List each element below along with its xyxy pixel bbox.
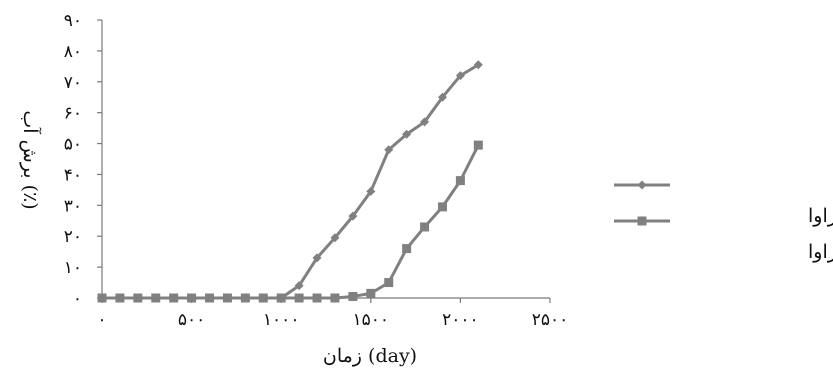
legend-marker-diamond [637, 180, 647, 190]
data-point-square [240, 293, 250, 303]
data-point-square [384, 278, 394, 288]
x-axis-title: زمان (day) [323, 345, 417, 367]
data-point-diamond [455, 71, 465, 81]
series-layer [97, 60, 483, 303]
data-point-square [276, 293, 286, 303]
y-tick-label: ۲۰ [64, 227, 82, 247]
data-point-square [115, 293, 125, 303]
y-tick-label: ۰ [73, 289, 82, 309]
legend-item: بدون لایه ناتراوا [614, 180, 833, 227]
data-point-square [402, 244, 412, 254]
data-point-diamond [437, 92, 447, 102]
series-2 [97, 140, 483, 303]
data-point-diamond [330, 233, 340, 243]
data-point-diamond [384, 145, 394, 155]
data-point-diamond [420, 117, 430, 127]
series-line [102, 144, 480, 300]
x-tick-label: ۵۰۰ [178, 310, 205, 330]
data-point-square [437, 202, 447, 212]
data-point-diamond [348, 211, 358, 221]
data-point-diamond [366, 186, 376, 196]
y-tick-label: ۶۰ [64, 104, 82, 124]
data-point-square [455, 176, 465, 186]
y-tick-label: ۱۰ [64, 258, 82, 278]
x-ticks: ۰ ۵۰۰ ۱۰۰۰ ۱۵۰۰ ۲۰۰۰ ۲۵۰۰ [97, 298, 568, 330]
y-tick-label: ۴۰ [64, 165, 82, 185]
x-tick-label: ۲۵۰۰ [532, 310, 569, 330]
legend-label: بدون لایه ناتراوا [808, 205, 833, 227]
legend-label: با لایه ناتراوا [808, 241, 833, 263]
data-point-diamond [473, 60, 483, 70]
legend-marker-square [637, 216, 647, 226]
y-tick-label: ۵۰ [64, 135, 82, 155]
y-tick-label: ۷۰ [64, 73, 82, 93]
data-point-square [222, 293, 232, 303]
series-1 [97, 60, 483, 303]
y-tick-label: ۹۰ [64, 11, 82, 31]
data-point-square [258, 293, 268, 303]
x-tick-label: ۰ [97, 310, 106, 330]
axes: ۰ ۵۰۰ ۱۰۰۰ ۱۵۰۰ ۲۰۰۰ ۲۵۰۰ ۰ ۱۰ ۲۰ ۳۰ ۴۰ ۵۰ ۶۰ ۷۰ ۸۰ ۹۰ [64, 11, 569, 330]
data-point-square [312, 293, 322, 303]
data-point-square [97, 293, 107, 303]
legend: بدون لایه ناتراوا با لایه ناتراوا [614, 180, 833, 263]
data-point-square [366, 288, 376, 298]
y-axis-title: برش آب (٪) [19, 110, 42, 209]
data-point-square [473, 140, 483, 150]
data-point-square [330, 293, 340, 303]
data-point-square [348, 291, 358, 301]
data-point-square [294, 293, 304, 303]
series-line [102, 63, 480, 300]
data-point-diamond [312, 253, 322, 263]
y-ticks: ۰ ۱۰ ۲۰ ۳۰ ۴۰ ۵۰ ۶۰ ۷۰ ۸۰ ۹۰ [64, 11, 102, 309]
data-point-square [420, 222, 430, 232]
data-point-diamond [402, 129, 412, 139]
data-point-square [205, 293, 215, 303]
legend-item: با لایه ناتراوا [614, 216, 833, 263]
x-tick-label: ۲۰۰۰ [442, 310, 479, 330]
x-tick-label: ۱۵۰۰ [353, 310, 390, 330]
data-point-square [133, 293, 143, 303]
y-tick-label: ۸۰ [64, 42, 82, 62]
data-point-square [187, 293, 197, 303]
data-point-square [151, 293, 161, 303]
y-tick-label: ۳۰ [64, 196, 82, 216]
data-point-diamond [294, 281, 304, 291]
x-tick-label: ۱۰۰۰ [263, 310, 300, 330]
data-point-square [169, 293, 179, 303]
